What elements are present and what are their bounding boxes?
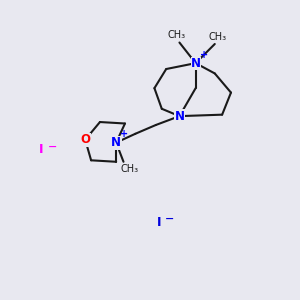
Text: N: N — [174, 110, 184, 123]
Text: +: + — [120, 129, 128, 140]
Text: −: − — [165, 214, 175, 224]
Text: CH₃: CH₃ — [120, 164, 139, 174]
Text: N: N — [190, 57, 201, 70]
Text: O: O — [80, 133, 90, 146]
Text: −: − — [48, 142, 57, 152]
Text: CH₃: CH₃ — [209, 32, 227, 42]
Text: N: N — [111, 136, 121, 149]
Text: CH₃: CH₃ — [167, 30, 186, 40]
Text: I: I — [157, 216, 161, 229]
Text: I: I — [39, 143, 43, 157]
Text: +: + — [200, 50, 208, 60]
